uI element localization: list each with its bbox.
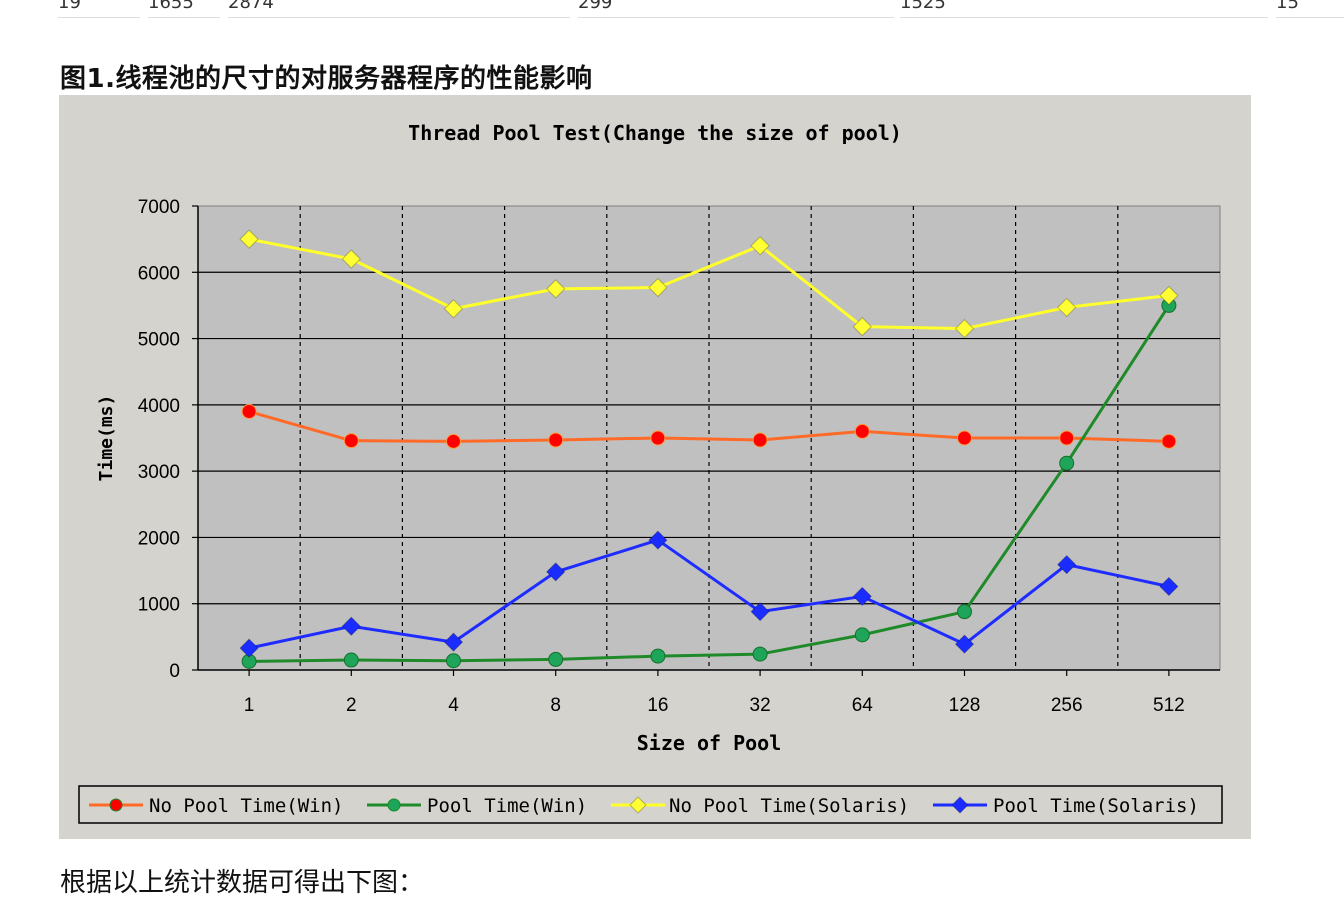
x-tick-label: 128 [949, 695, 981, 716]
data-point [752, 646, 768, 662]
data-point [954, 634, 975, 654]
x-tick-label: 1 [244, 695, 255, 716]
y-tick-label: 1000 [138, 595, 180, 616]
data-point [1059, 455, 1075, 471]
legend-swatch-marker [951, 796, 969, 814]
table-cell: 19 [58, 0, 140, 18]
series-line [249, 304, 1171, 663]
data-point [750, 236, 770, 256]
x-tick-label: 2 [346, 695, 357, 716]
data-point [446, 653, 461, 669]
data-point [341, 616, 362, 636]
table-cell: 299 [578, 0, 894, 18]
data-point [854, 627, 870, 643]
data-point [241, 403, 257, 419]
data-point [548, 651, 564, 667]
series-line [248, 538, 1170, 650]
legend-label: Pool Time(Solaris) [993, 795, 1199, 817]
data-point [343, 433, 359, 449]
data-point [954, 318, 975, 339]
body-text: 根据以上统计数据可得出下图： [60, 868, 425, 898]
x-tick-label: 16 [647, 695, 668, 716]
legend-swatch-marker [387, 798, 401, 812]
table-cell: 15 [1276, 0, 1344, 18]
data-point [1059, 430, 1075, 446]
legend: No Pool Time(Win) Pool Time(Win) No Pool T… [89, 795, 1199, 817]
y-ticks: 0 1000 2000 3000 4000 5000 6000 7000 [138, 197, 198, 682]
chart-title: Thread Pool Test(Change the size of pool… [408, 121, 902, 145]
y-tick-label: 4000 [138, 396, 180, 417]
data-point [852, 586, 873, 607]
legend-item: Pool Time(Win) [367, 795, 587, 817]
y-tick-label: 7000 [138, 197, 180, 218]
data-point [650, 648, 666, 664]
series-1 [241, 403, 1177, 449]
x-ticks: 1 2 4 8 16 32 64 128 256 512 [244, 670, 1185, 716]
data-point [1056, 297, 1077, 318]
series-line [248, 237, 1170, 331]
x-tick-label: 256 [1051, 695, 1083, 716]
table-cell: 1655 [148, 0, 220, 18]
data-point [852, 316, 873, 337]
chart-frame: Thread Pool Test(Change the size of pool… [59, 95, 1251, 839]
line-chart: Thread Pool Test(Change the size of pool… [78, 121, 1223, 824]
data-point [750, 601, 770, 622]
data-point [752, 432, 768, 448]
x-tick-label: 4 [448, 695, 459, 716]
data-point [648, 530, 668, 550]
series-4 [239, 530, 1179, 658]
data-point [957, 604, 972, 620]
x-tick-label: 32 [750, 695, 771, 716]
y-tick-label: 0 [169, 661, 180, 682]
series-3 [239, 229, 1179, 339]
legend-item: No Pool Time(Win) [89, 795, 343, 817]
data-point [446, 433, 461, 449]
series-2 [241, 297, 1177, 669]
y-axis-label: Time(ms) [96, 395, 117, 482]
data-point [1056, 554, 1077, 575]
data-point [1159, 576, 1179, 597]
data-point [648, 277, 668, 298]
x-axis-label: Size of Pool [637, 731, 782, 755]
data-point [1159, 285, 1179, 306]
data-point [957, 430, 972, 446]
table-cell: 1525 [900, 0, 1268, 18]
data-point [341, 249, 362, 269]
y-tick-label: 5000 [138, 330, 180, 351]
legend-label: No Pool Time(Win) [149, 795, 343, 817]
legend-label: No Pool Time(Solaris) [669, 795, 909, 817]
x-tick-label: 8 [550, 695, 561, 716]
legend-swatch-marker [109, 798, 123, 812]
data-point [1161, 433, 1177, 449]
top-table-row: 19 1655 2874 299 1525 15 [58, 0, 1344, 20]
data-point [854, 423, 870, 439]
figure-caption: 图1.线程池的尺寸的对服务器程序的性能影响 [60, 64, 593, 94]
data-point [545, 562, 566, 582]
legend-item: No Pool Time(Solaris) [611, 795, 909, 817]
table-cell: 2874 [228, 0, 570, 18]
data-point [548, 432, 564, 448]
legend-label: Pool Time(Win) [427, 795, 587, 817]
legend-swatch-marker [629, 796, 647, 814]
axes [197, 206, 1220, 671]
y-tick-label: 2000 [138, 528, 180, 549]
series-group [239, 229, 1179, 669]
data-point [545, 279, 566, 299]
data-point [239, 229, 259, 249]
y-tick-label: 6000 [138, 263, 180, 284]
legend-item: Pool Time(Solaris) [933, 795, 1199, 817]
series-line [248, 410, 1169, 443]
x-tick-label: 512 [1153, 695, 1185, 716]
data-point [650, 430, 666, 446]
data-point [443, 632, 464, 652]
data-point [239, 638, 259, 658]
data-point [343, 652, 359, 668]
x-tick-label: 64 [852, 695, 874, 716]
data-point [443, 299, 464, 319]
y-tick-label: 3000 [138, 462, 180, 483]
